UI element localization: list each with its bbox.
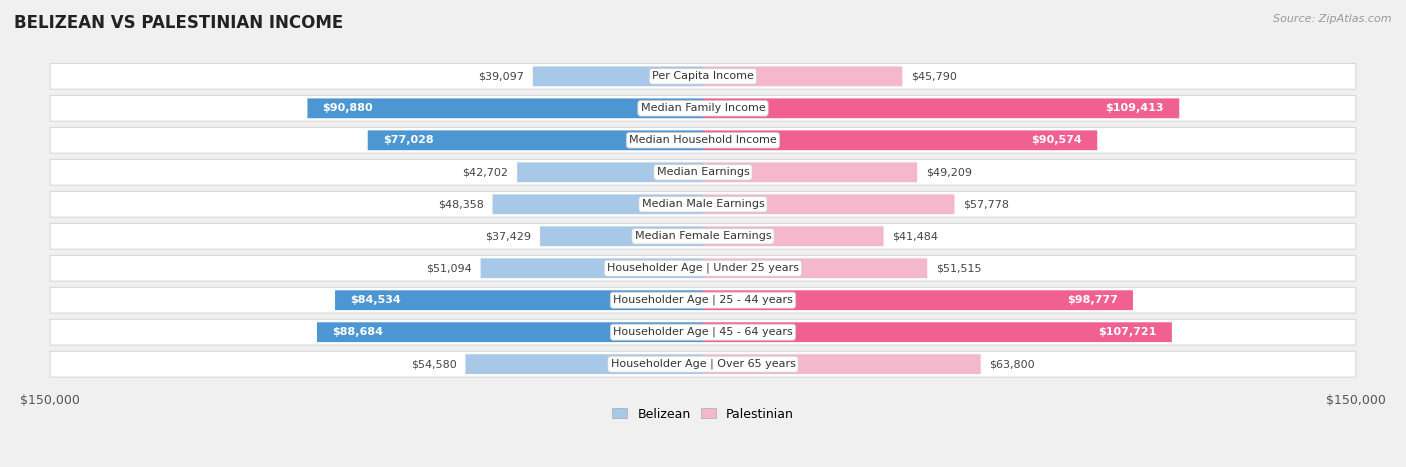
Text: Per Capita Income: Per Capita Income — [652, 71, 754, 81]
Text: Median Family Income: Median Family Income — [641, 103, 765, 113]
Text: BELIZEAN VS PALESTINIAN INCOME: BELIZEAN VS PALESTINIAN INCOME — [14, 14, 343, 32]
Text: $107,721: $107,721 — [1098, 327, 1157, 337]
Text: $45,790: $45,790 — [911, 71, 957, 81]
Text: Median Female Earnings: Median Female Earnings — [634, 231, 772, 241]
FancyBboxPatch shape — [51, 191, 1355, 217]
Text: Householder Age | Over 65 years: Householder Age | Over 65 years — [610, 359, 796, 369]
FancyBboxPatch shape — [335, 290, 703, 310]
FancyBboxPatch shape — [533, 66, 703, 86]
FancyBboxPatch shape — [51, 127, 1355, 153]
FancyBboxPatch shape — [51, 159, 1355, 185]
Text: $37,429: $37,429 — [485, 231, 531, 241]
Text: $48,358: $48,358 — [437, 199, 484, 209]
Text: $90,880: $90,880 — [322, 103, 373, 113]
Legend: Belizean, Palestinian: Belizean, Palestinian — [607, 403, 799, 425]
FancyBboxPatch shape — [51, 223, 1355, 249]
FancyBboxPatch shape — [51, 64, 1355, 89]
FancyBboxPatch shape — [51, 95, 1355, 121]
Text: $90,574: $90,574 — [1031, 135, 1083, 145]
FancyBboxPatch shape — [703, 322, 1171, 342]
FancyBboxPatch shape — [51, 287, 1355, 313]
Text: Householder Age | Under 25 years: Householder Age | Under 25 years — [607, 263, 799, 274]
FancyBboxPatch shape — [51, 255, 1355, 281]
Text: $109,413: $109,413 — [1105, 103, 1164, 113]
FancyBboxPatch shape — [517, 163, 703, 182]
FancyBboxPatch shape — [703, 66, 903, 86]
FancyBboxPatch shape — [703, 354, 981, 374]
FancyBboxPatch shape — [703, 290, 1133, 310]
Text: $77,028: $77,028 — [382, 135, 433, 145]
Text: Householder Age | 25 - 44 years: Householder Age | 25 - 44 years — [613, 295, 793, 305]
Text: Median Household Income: Median Household Income — [628, 135, 778, 145]
FancyBboxPatch shape — [51, 319, 1355, 345]
FancyBboxPatch shape — [51, 351, 1355, 377]
Text: $54,580: $54,580 — [411, 359, 457, 369]
FancyBboxPatch shape — [465, 354, 703, 374]
FancyBboxPatch shape — [703, 194, 955, 214]
Text: $49,209: $49,209 — [927, 167, 972, 177]
FancyBboxPatch shape — [368, 130, 703, 150]
FancyBboxPatch shape — [703, 163, 917, 182]
Text: $51,094: $51,094 — [426, 263, 472, 273]
Text: Median Earnings: Median Earnings — [657, 167, 749, 177]
Text: $39,097: $39,097 — [478, 71, 524, 81]
Text: $41,484: $41,484 — [893, 231, 938, 241]
Text: $51,515: $51,515 — [936, 263, 981, 273]
Text: $57,778: $57,778 — [963, 199, 1010, 209]
Text: Median Male Earnings: Median Male Earnings — [641, 199, 765, 209]
FancyBboxPatch shape — [308, 99, 703, 118]
FancyBboxPatch shape — [703, 226, 883, 246]
FancyBboxPatch shape — [540, 226, 703, 246]
Text: $63,800: $63,800 — [990, 359, 1035, 369]
FancyBboxPatch shape — [703, 99, 1180, 118]
Text: $98,777: $98,777 — [1067, 295, 1118, 305]
FancyBboxPatch shape — [316, 322, 703, 342]
FancyBboxPatch shape — [481, 258, 703, 278]
Text: $88,684: $88,684 — [332, 327, 384, 337]
Text: $42,702: $42,702 — [463, 167, 509, 177]
Text: Householder Age | 45 - 64 years: Householder Age | 45 - 64 years — [613, 327, 793, 338]
FancyBboxPatch shape — [703, 130, 1097, 150]
FancyBboxPatch shape — [703, 258, 927, 278]
Text: Source: ZipAtlas.com: Source: ZipAtlas.com — [1274, 14, 1392, 24]
FancyBboxPatch shape — [492, 194, 703, 214]
Text: $84,534: $84,534 — [350, 295, 401, 305]
